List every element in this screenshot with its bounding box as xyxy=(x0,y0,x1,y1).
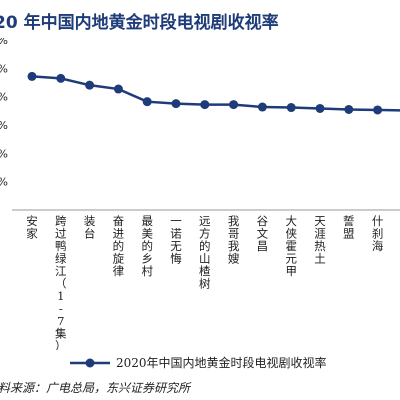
x-axis-labels: 安家 跨过鸭绿江（ 1 -7 集） 装台 奋进的旋律 最美的乡村 一诺无悔 远方的山楂树 我哥我嫂 谷… xyxy=(26,214,384,350)
x-tick-label: 跨过鸭绿江（ 1 -7 集） xyxy=(55,214,67,350)
legend-label: 2020年中国内地黄金时段电视剧收视率 xyxy=(116,356,327,370)
x-tick-label: 安家 xyxy=(26,214,38,241)
data-point xyxy=(286,103,296,113)
y-tick-label: % xyxy=(0,91,8,104)
y-tick-label: % xyxy=(0,38,8,47)
legend-marker xyxy=(70,358,110,367)
x-tick-label: 最美的乡村 xyxy=(141,214,153,278)
x-tick-label: 奋进的旋律 xyxy=(113,214,125,278)
x-tick-label: 誓盟 xyxy=(343,214,355,241)
data-point xyxy=(373,105,383,115)
data-point xyxy=(56,73,66,83)
x-tick-label: 天涯热土 xyxy=(314,214,326,266)
data-point xyxy=(344,104,354,114)
x-tick-label: 什刹海 xyxy=(372,214,384,253)
y-tick-label: % xyxy=(0,147,8,160)
data-point xyxy=(171,99,181,109)
series-points xyxy=(27,71,383,115)
data-point xyxy=(200,100,210,110)
y-tick-label: % xyxy=(0,119,8,132)
source-note: 料来源：广电总局，东兴证券研究所 xyxy=(0,381,191,395)
y-tick-label: % xyxy=(0,62,8,75)
data-point xyxy=(315,103,325,113)
x-tick-label: 装台 xyxy=(84,214,96,241)
data-point xyxy=(27,71,37,81)
x-tick-label: 远方的山楂树 xyxy=(199,214,211,291)
x-tick-label: 我哥我嫂 xyxy=(228,214,240,266)
data-point xyxy=(142,97,152,107)
data-point xyxy=(229,100,239,110)
legend: 2020年中国内地黄金时段电视剧收视率 xyxy=(70,354,327,371)
x-tick-label: 大侠霍元甲 xyxy=(285,214,297,278)
y-axis-ticks: %%%%%% xyxy=(0,38,8,189)
x-tick-label: 谷文昌 xyxy=(257,214,269,253)
line-chart: %%%%%% 安家 跨过鸭绿江（1-7集） 装台 奋进的旋律 最美的乡村 一诺无悔 远方的山… xyxy=(0,38,400,350)
x-tick-label: 一诺无悔 xyxy=(170,214,182,266)
y-tick-label: % xyxy=(0,176,8,189)
data-point xyxy=(113,84,123,94)
data-point xyxy=(85,80,95,90)
data-point xyxy=(257,102,267,112)
chart-title: 20 年中国内地黄金时段电视剧收视率 xyxy=(0,13,279,33)
